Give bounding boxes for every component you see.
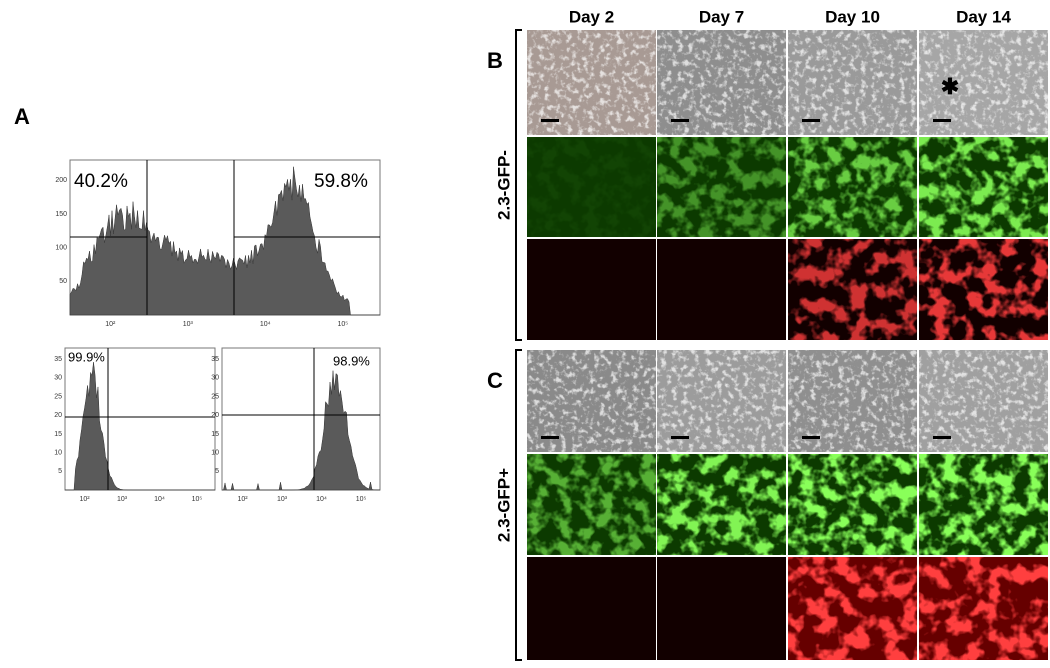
row-label: 2.3-GFP+	[494, 468, 513, 542]
texture	[919, 350, 1048, 452]
y-tick-label: 10	[54, 449, 62, 456]
texture	[657, 30, 786, 135]
texture	[788, 454, 917, 555]
y-tick-label: 20	[211, 412, 219, 419]
texture	[527, 137, 656, 237]
y-tick-label: 200	[55, 177, 67, 184]
texture	[527, 350, 656, 452]
x-tick-label: 10²	[105, 321, 116, 328]
texture	[919, 557, 1048, 660]
texture	[788, 557, 917, 660]
y-tick-label: 100	[55, 244, 67, 251]
scale-bar	[541, 119, 559, 122]
texture	[919, 454, 1048, 555]
y-tick-label: 25	[211, 393, 219, 400]
y-tick-label: 50	[59, 278, 67, 285]
column-header: Day 2	[569, 7, 614, 26]
column-header: Day 7	[699, 7, 744, 26]
bracket	[515, 29, 522, 341]
micrograph-red	[657, 239, 786, 340]
scale-bar	[671, 436, 689, 439]
scale-bar	[671, 119, 689, 122]
percentage: 99.9%	[68, 349, 105, 364]
x-tick-label: 10³	[183, 321, 194, 328]
texture	[788, 30, 917, 135]
scale-bar	[933, 119, 951, 122]
y-tick-label: 5	[215, 468, 219, 475]
y-tick-label: 150	[55, 211, 67, 218]
y-tick-label: 15	[54, 431, 62, 438]
column-header: Day 10	[825, 7, 880, 26]
y-tick-label: 35	[211, 356, 219, 363]
scale-bar	[933, 436, 951, 439]
row-label: 2.3-GFP-	[494, 150, 513, 220]
texture	[788, 239, 917, 340]
histogram-fill	[222, 370, 381, 491]
bracket	[515, 349, 522, 661]
x-tick-label: 10⁴	[316, 496, 327, 503]
y-tick-label: 35	[54, 356, 62, 363]
percentage: 98.9%	[333, 353, 370, 368]
texture	[919, 137, 1048, 237]
y-tick-label: 25	[54, 393, 62, 400]
percentage: 40.2%	[74, 171, 128, 192]
asterisk-marker: ✱	[941, 74, 959, 99]
y-tick-label: 15	[211, 431, 219, 438]
x-tick-label: 10⁵	[356, 496, 367, 503]
x-tick-label: 10⁴	[154, 496, 165, 503]
texture	[527, 454, 656, 555]
micrograph-red	[657, 557, 786, 660]
scale-bar	[802, 119, 820, 122]
panel-label: A	[14, 104, 30, 129]
y-tick-label: 10	[211, 449, 219, 456]
x-tick-label: 10³	[117, 496, 128, 503]
panel-label: C	[487, 368, 503, 393]
texture	[657, 137, 786, 237]
y-tick-label: 30	[54, 375, 62, 382]
x-tick-label: 10⁵	[337, 321, 348, 328]
texture	[919, 30, 1048, 135]
texture	[527, 30, 656, 135]
y-tick-label: 20	[54, 412, 62, 419]
micrograph-red	[527, 239, 656, 340]
y-tick-label: 5	[58, 468, 62, 475]
scale-bar	[541, 436, 559, 439]
histogram-fill	[65, 362, 215, 491]
texture	[657, 454, 786, 555]
x-tick-label: 10⁵	[192, 496, 203, 503]
scale-bar	[802, 436, 820, 439]
texture	[788, 137, 917, 237]
texture	[788, 350, 917, 452]
x-tick-label: 10²	[79, 496, 90, 503]
y-tick-label: 30	[211, 375, 219, 382]
panel-label: B	[487, 48, 503, 73]
texture	[657, 350, 786, 452]
x-tick-label: 10³	[277, 496, 288, 503]
x-tick-label: 10⁴	[260, 321, 271, 328]
texture	[919, 239, 1048, 340]
micrograph-red	[527, 557, 656, 660]
percentage: 59.8%	[314, 171, 368, 192]
column-header: Day 14	[956, 7, 1011, 26]
x-tick-label: 10²	[237, 496, 248, 503]
